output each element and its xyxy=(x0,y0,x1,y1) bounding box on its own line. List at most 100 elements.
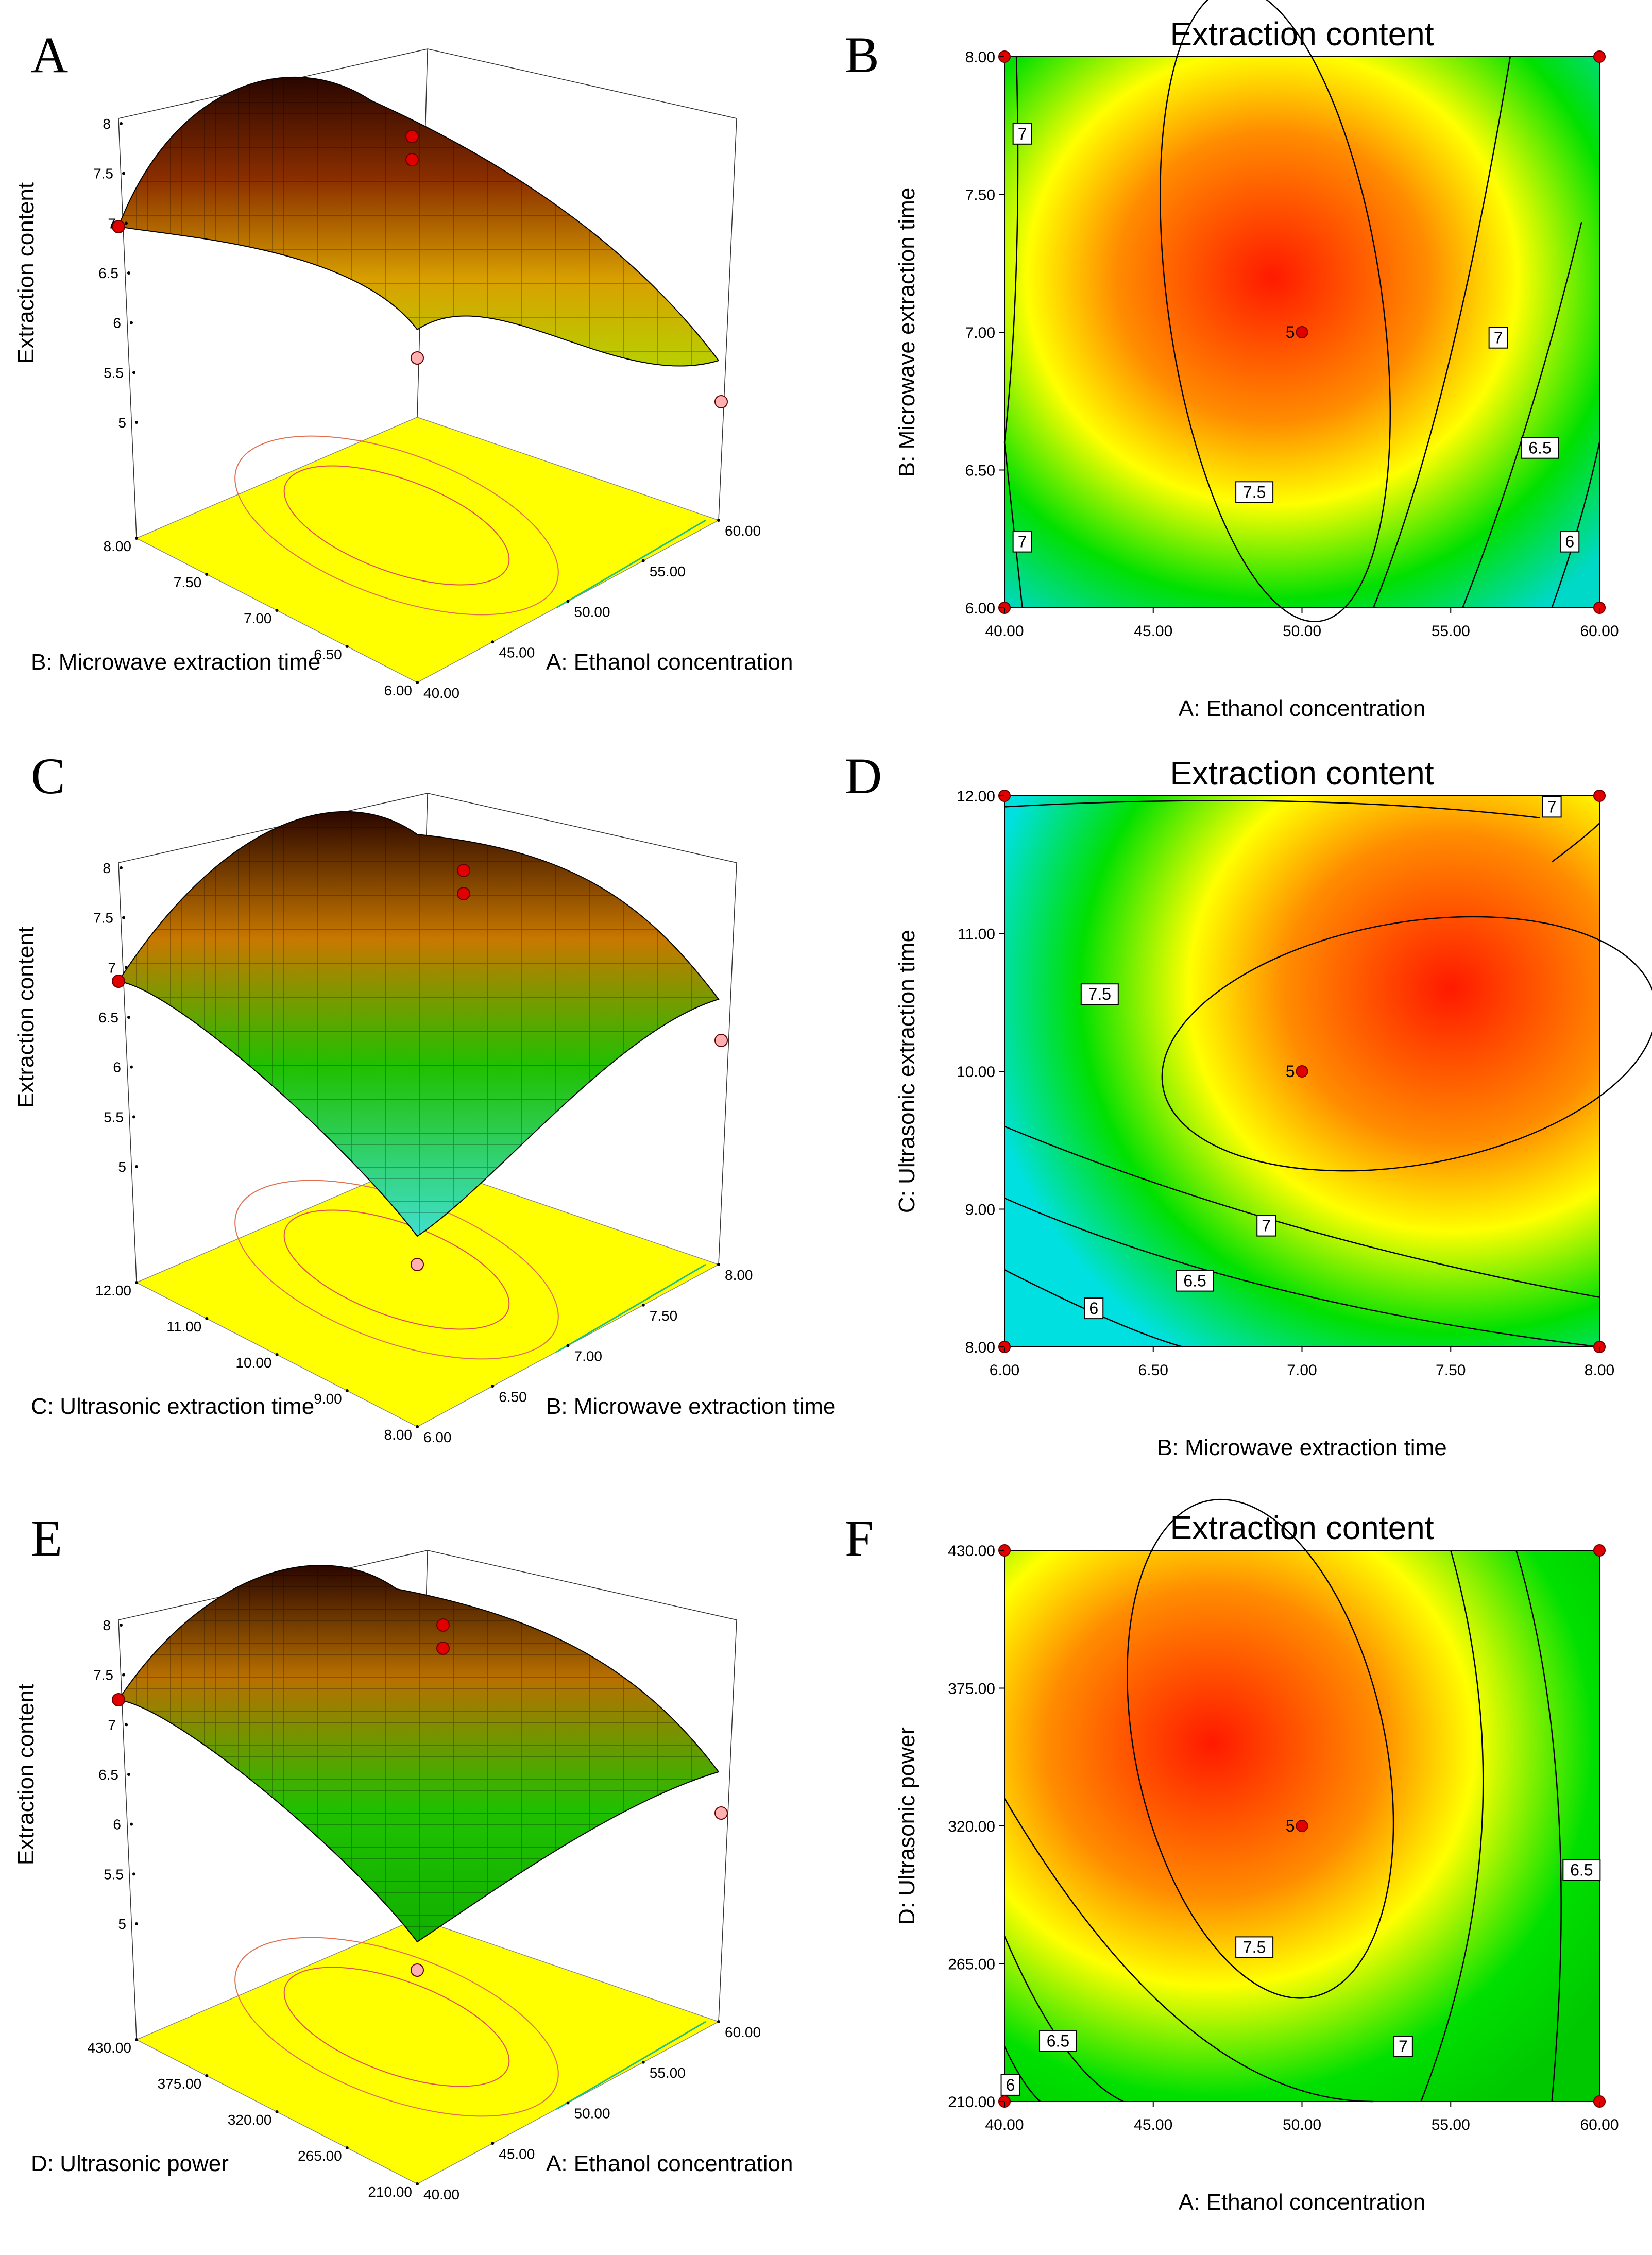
design-point xyxy=(411,1963,424,1977)
y-axis-label: D: Ultrasonic power xyxy=(31,2151,229,2176)
x-tick-mark xyxy=(717,519,720,522)
contour-line xyxy=(1127,1498,1394,1999)
contour-panel-B: B Extraction content 7 7 7.5 7 6.5 6 5 40.00 45.00… xyxy=(845,0,1619,721)
base-plane xyxy=(135,417,720,683)
panel-letter: D xyxy=(845,747,882,805)
x-tick-label: 60.00 xyxy=(725,2024,761,2040)
design-point xyxy=(112,975,125,988)
x-tick-mark xyxy=(566,1344,570,1347)
z-tick-mark xyxy=(125,221,128,225)
z-tick-label: 8 xyxy=(103,116,111,132)
x-tick-label: 7.50 xyxy=(1436,1362,1466,1379)
y-tick-label: 11.00 xyxy=(166,1319,201,1335)
z-tick-label: 8 xyxy=(103,860,111,876)
z-tick-label: 7 xyxy=(108,1717,116,1733)
design-point xyxy=(457,864,470,877)
y-tick-label: 210.00 xyxy=(368,2184,412,2200)
design-point xyxy=(457,887,470,900)
x-tick-mark xyxy=(717,2020,720,2023)
surface-panel-E: E 5 5.5 6 6.5 7 7.5 8 Extraction content 430.00 37… xyxy=(13,1510,793,2202)
x-tick-mark xyxy=(641,1303,645,1307)
x-tick-mark xyxy=(717,1263,720,1266)
x-tick-label: 60.00 xyxy=(1580,623,1619,640)
y-tick-label: 6.00 xyxy=(965,600,995,617)
z-tick-mark xyxy=(122,916,125,919)
x-tick-mark xyxy=(641,2060,645,2064)
base-contour xyxy=(234,1937,559,2117)
y-tick-label: 10.00 xyxy=(957,1064,995,1081)
panel-letter: C xyxy=(31,747,65,805)
contour-label: 7 xyxy=(1494,329,1503,347)
contour-label-box xyxy=(1000,2074,1020,2096)
center-point xyxy=(1296,326,1308,338)
z-tick-label: 8 xyxy=(103,1617,111,1633)
x-tick-label: 8.00 xyxy=(725,1267,753,1283)
y-tick-label: 7.00 xyxy=(244,610,272,626)
contour-label-box xyxy=(1080,983,1119,1005)
y-tick-mark xyxy=(345,645,349,648)
x-tick-label: 55.00 xyxy=(650,2065,686,2081)
y-tick-label: 430.00 xyxy=(948,1543,995,1560)
contour-line xyxy=(1515,1550,1562,2102)
x-tick-label: 45.00 xyxy=(1134,2116,1172,2133)
y-tick-label: 6.50 xyxy=(314,646,342,662)
contour-label-box xyxy=(1235,1936,1274,1958)
z-tick-mark xyxy=(127,1773,130,1776)
contour-line xyxy=(1004,1125,1600,1298)
center-point xyxy=(1296,1820,1308,1832)
design-point xyxy=(714,1034,728,1047)
x-tick-label: 40.00 xyxy=(985,2116,1024,2133)
z-tick-mark xyxy=(130,321,133,324)
x-axis-label: A: Ethanol concentration xyxy=(546,650,793,675)
z-tick-mark xyxy=(135,1165,138,1168)
base-contour xyxy=(556,2021,706,2110)
x-tick-label: 55.00 xyxy=(1432,623,1470,640)
z-tick-label: 5.5 xyxy=(104,1866,124,1882)
x-tick-mark xyxy=(491,1385,495,1388)
y-tick-mark xyxy=(135,2038,138,2041)
contour-label-box xyxy=(1012,531,1032,553)
center-label: 5 xyxy=(1286,323,1295,341)
z-tick-mark xyxy=(135,1922,138,1925)
contour-title: Extraction content xyxy=(1170,1509,1434,1546)
y-axis-label: B: Microwave extraction time xyxy=(31,650,320,675)
z-tick-mark xyxy=(122,1673,125,1677)
x-axis-label: A: Ethanol concentration xyxy=(1179,696,1425,721)
box-edge xyxy=(427,1550,737,1620)
box-edge xyxy=(427,48,737,119)
z-tick-mark xyxy=(132,371,135,374)
design-point xyxy=(714,1806,728,1820)
y-tick-mark xyxy=(135,1281,138,1284)
contour-title: Extraction content xyxy=(1170,15,1434,53)
x-tick-label: 7.00 xyxy=(1287,1362,1317,1379)
y-tick-label: 7.00 xyxy=(965,324,995,341)
x-tick-label: 55.00 xyxy=(650,563,686,579)
z-tick-label: 5 xyxy=(118,415,126,431)
y-tick-mark xyxy=(205,2074,209,2077)
contour-label-box xyxy=(1521,437,1559,459)
x-tick-label: 8.00 xyxy=(1585,1362,1614,1379)
x-tick-label: 6.00 xyxy=(423,1429,452,1445)
y-tick-label: 11.00 xyxy=(958,926,995,943)
x-tick-label: 50.00 xyxy=(574,2106,610,2122)
contour-title: Extraction content xyxy=(1170,755,1434,792)
contour-label: 6 xyxy=(1006,2076,1015,2094)
design-point xyxy=(714,395,728,408)
z-tick-label: 6.5 xyxy=(98,1767,118,1783)
surface-mesh xyxy=(118,77,719,366)
y-tick-label: 265.00 xyxy=(948,1956,995,1973)
contour-label-box xyxy=(1084,1297,1104,1320)
y-tick-label: 375.00 xyxy=(158,2076,202,2092)
z-tick-label: 5.5 xyxy=(104,365,124,381)
x-tick-label: 40.00 xyxy=(423,685,459,701)
panel-letter: B xyxy=(845,26,879,83)
y-tick-mark xyxy=(345,1389,349,1392)
contour-line xyxy=(1551,823,1600,863)
x-tick-mark xyxy=(416,2182,419,2185)
x-tick-mark xyxy=(566,2101,570,2105)
contour-label-box xyxy=(1012,123,1032,145)
y-axis-label: C: Ultrasonic extraction time xyxy=(894,930,919,1213)
x-tick-label: 60.00 xyxy=(725,523,761,539)
contour-line xyxy=(1003,2046,1041,2102)
